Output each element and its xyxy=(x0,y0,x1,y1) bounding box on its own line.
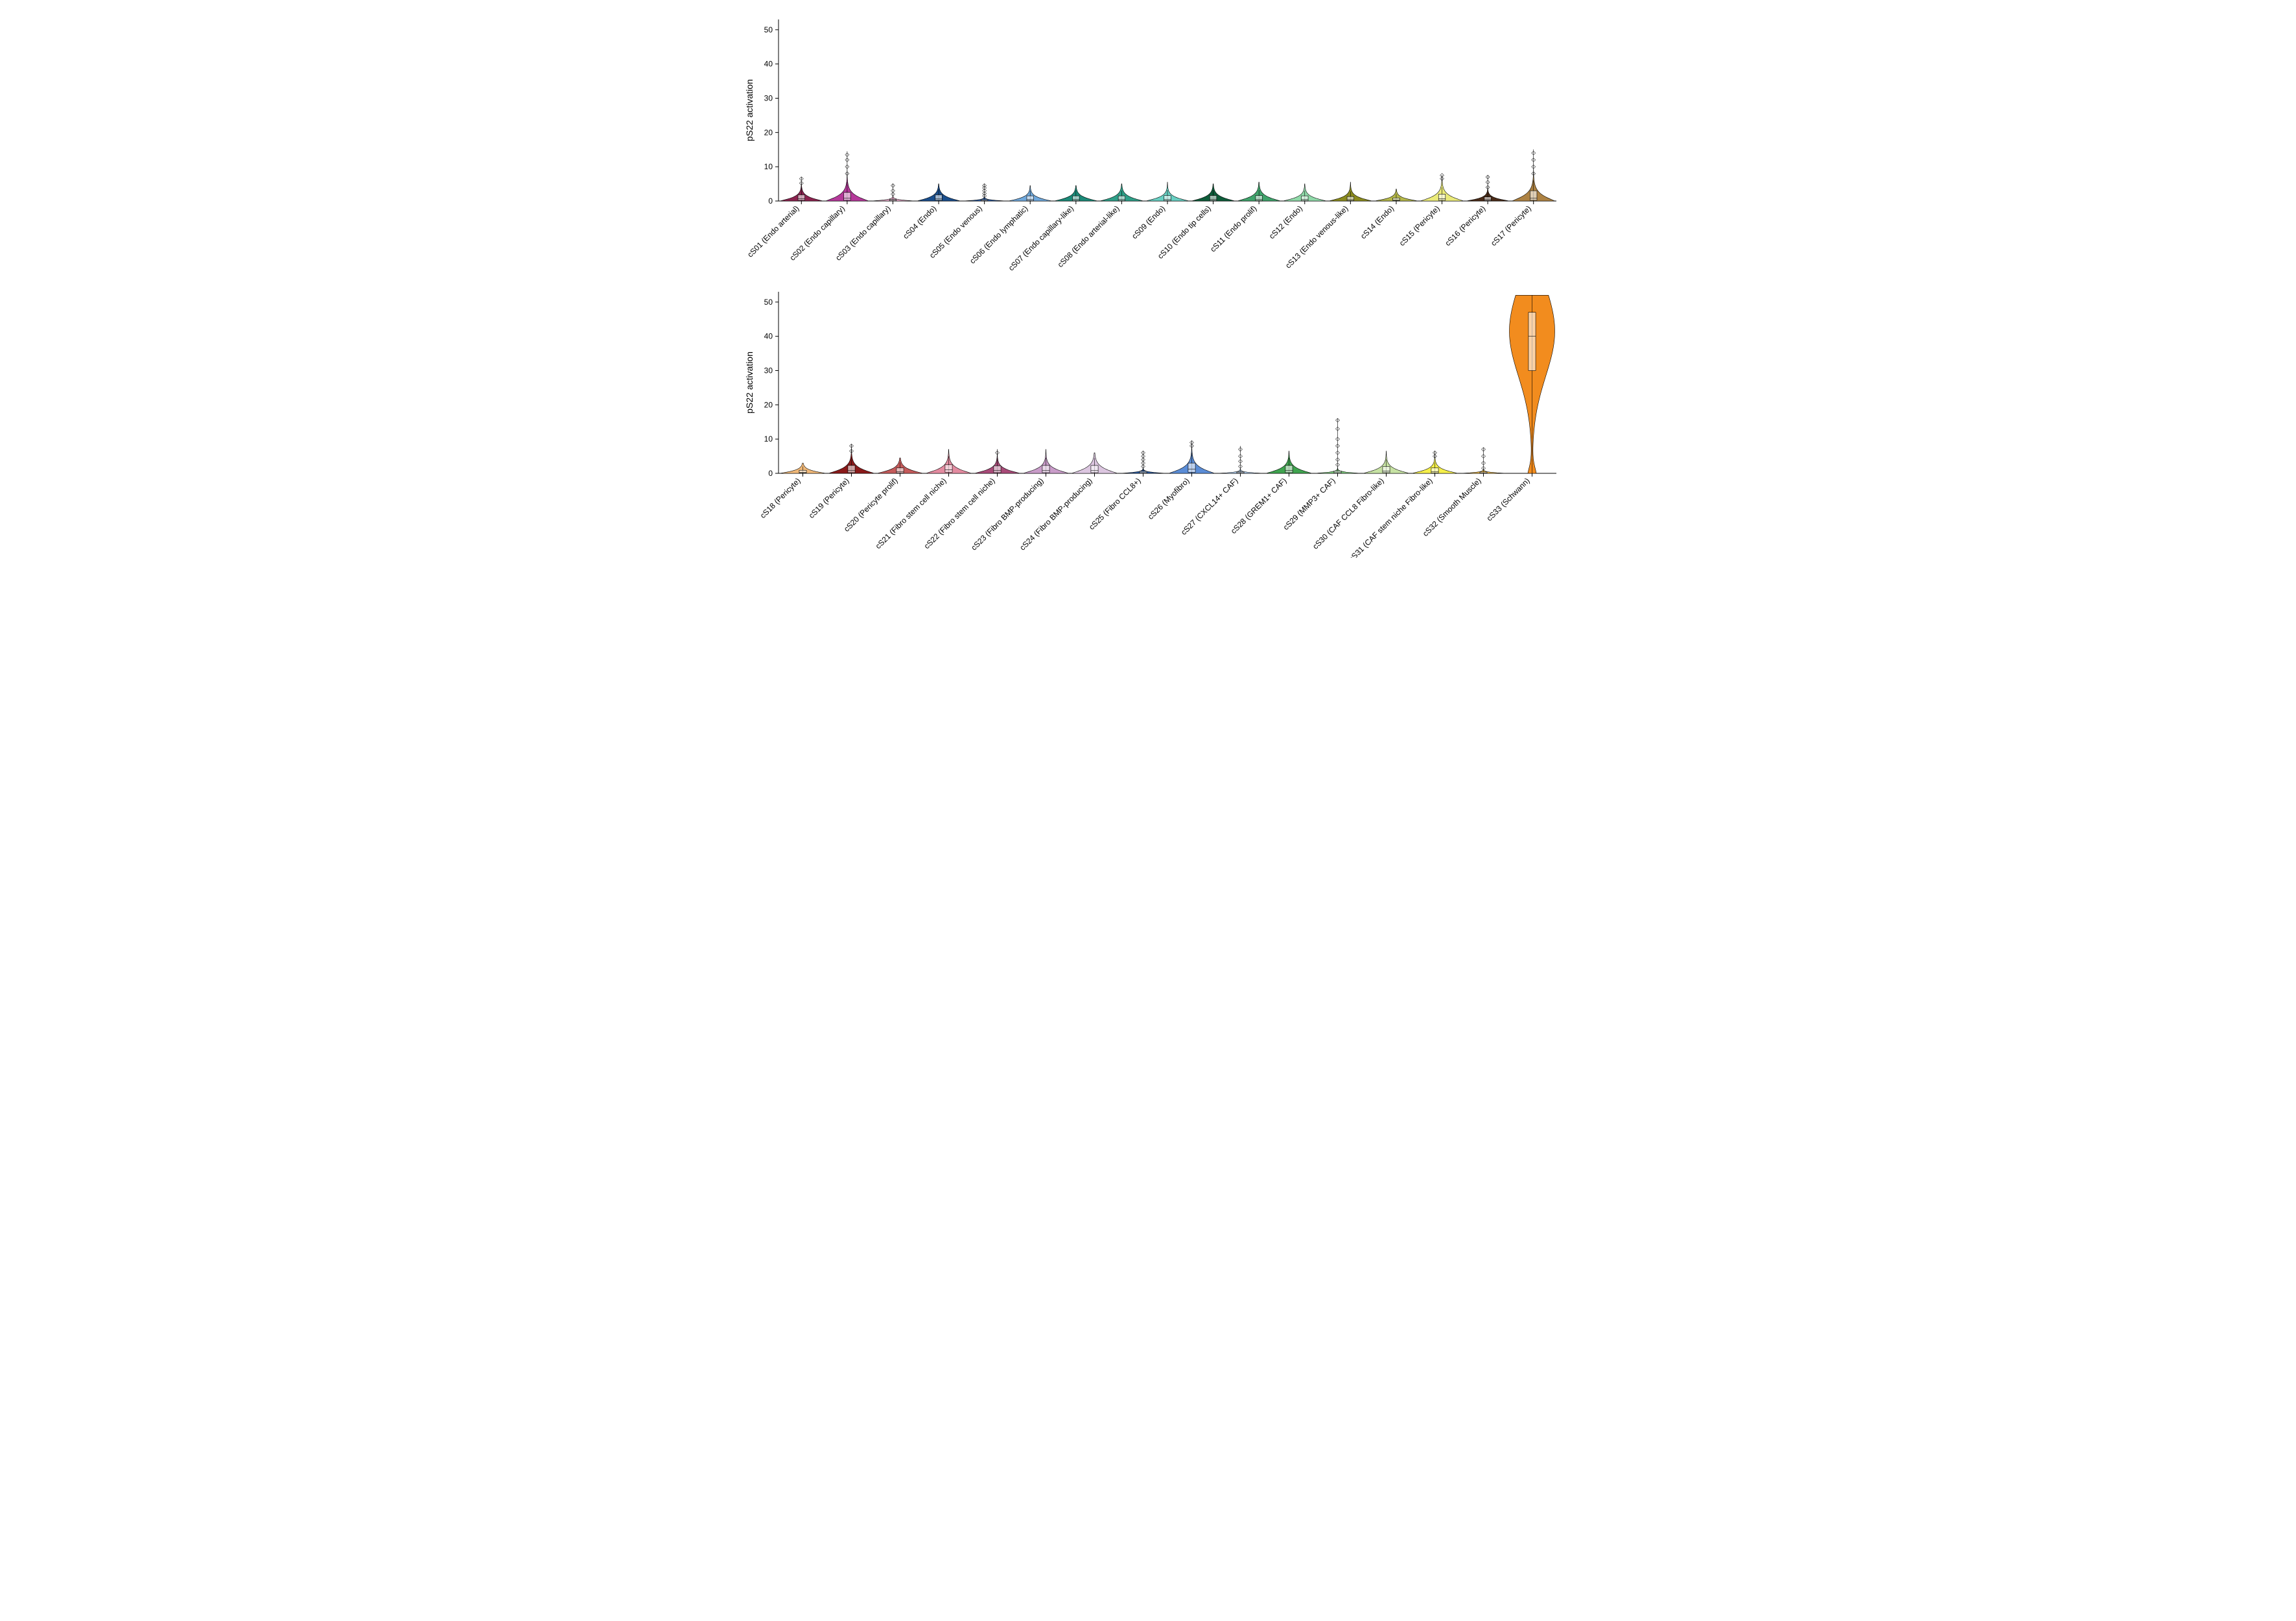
boxplot-box xyxy=(1285,466,1293,473)
panel1-svg: 0 10 20 30 40 50 pS22 activation cS01 (Endo art… xyxy=(740,13,1569,285)
x-category-label: cS28 (GREM1+ CAF) xyxy=(1229,476,1289,536)
violin-panel1-10: cS11 (Endo prolif) xyxy=(1208,182,1280,254)
x-category-label: cS20 (Pericyte prolif) xyxy=(842,476,900,534)
ytick-label: 50 xyxy=(764,298,773,307)
ytick-label: 10 xyxy=(764,162,773,171)
violin-panel2-12: cS30 (CAF CCL8 Fibro-like) xyxy=(1311,451,1409,551)
x-category-label: cS33 (Schwann) xyxy=(1484,476,1531,523)
figure: 0 10 20 30 40 50 pS22 activation cS01 (Endo art… xyxy=(733,0,1563,564)
ytick-label: 10 xyxy=(764,434,773,444)
x-category-label: cS19 (Pericyte) xyxy=(807,476,851,520)
boxplot-box xyxy=(1484,197,1492,201)
violin-panel2-5: cS23 (Fibro BMP-producing) xyxy=(969,449,1068,552)
violin-panel2-3: cS21 (Fibro stem cell niche) xyxy=(874,449,972,550)
x-category-label: cS09 (Endo) xyxy=(1130,204,1167,241)
x-category-label: cS14 (Endo) xyxy=(1359,204,1396,241)
boxplot-box xyxy=(1073,196,1080,200)
boxplot-box xyxy=(844,193,851,200)
boxplot-box xyxy=(1347,196,1354,200)
ytick-label: 20 xyxy=(764,400,773,409)
x-category-label: cS15 (Pericyte) xyxy=(1398,204,1442,248)
boxplot-box xyxy=(1256,196,1263,201)
panel-top: 0 10 20 30 40 50 pS22 activation cS01 (Endo art… xyxy=(740,13,1556,285)
boxplot-box xyxy=(1042,466,1049,473)
ytick-label: 40 xyxy=(764,332,773,341)
boxplot-box xyxy=(896,468,904,473)
violin-panel2-6: cS24 (Fibro BMP-producing) xyxy=(1018,453,1117,552)
x-category-label: cS12 (Endo) xyxy=(1267,204,1304,241)
violin-panel2-10: cS28 (GREM1+ CAF) xyxy=(1229,451,1312,536)
boxplot-box xyxy=(994,466,1001,473)
boxplot-box xyxy=(1393,198,1400,200)
y-axis-label: pS22 activation xyxy=(744,351,755,414)
boxplot-box xyxy=(1210,196,1217,201)
x-category-label: cS11 (Endo prolif) xyxy=(1208,204,1258,254)
boxplot-box xyxy=(1431,468,1438,473)
boxplot-box xyxy=(798,195,805,200)
ytick-label: 30 xyxy=(764,94,773,103)
boxplot-box xyxy=(799,470,806,473)
ytick-label: 0 xyxy=(768,196,773,206)
x-category-label: cS04 (Endo) xyxy=(901,204,938,241)
x-category-label: cS26 (Myofibro) xyxy=(1146,476,1191,521)
axes: 0 10 20 30 40 50 pS22 activation xyxy=(744,292,1556,478)
boxplot-box xyxy=(1118,196,1125,200)
panel-bottom: 0 10 20 30 40 50 pS22 activation cS18 (Pericyte… xyxy=(740,285,1556,558)
axes: 0 10 20 30 40 50 pS22 activation xyxy=(744,19,1556,206)
boxplot-box xyxy=(935,195,943,200)
boxplot-box xyxy=(1027,196,1034,200)
ytick-label: 50 xyxy=(764,25,773,34)
violin-panel1-5: cS06 (Endo lymphatic) xyxy=(968,185,1051,265)
violin-panel2-14: cS32 (Smooth Muscle) xyxy=(1421,447,1506,538)
boxplot-box xyxy=(1529,313,1536,371)
boxplot-box xyxy=(848,466,855,473)
boxplot-box xyxy=(1383,466,1390,473)
boxplot-box xyxy=(1438,194,1446,200)
ytick-label: 20 xyxy=(764,128,773,137)
boxplot-box xyxy=(1530,191,1537,200)
violin-panel2-4: cS22 (Fibro stem cell niche) xyxy=(922,449,1020,550)
x-category-label: cS17 (Pericyte) xyxy=(1489,204,1533,248)
boxplot-box xyxy=(1140,471,1147,473)
x-category-label: cS29 (MMP3+ CAF) xyxy=(1282,476,1337,532)
x-category-label: cS31 (CAF stem niche Fibro-like) xyxy=(1347,476,1435,558)
violin-panel1-0: cS01 (Endo arterial) xyxy=(745,177,823,259)
boxplot-box xyxy=(945,465,952,473)
boxplot-box xyxy=(1188,463,1195,472)
violin-panel2-15: cS33 (Schwann) xyxy=(1484,295,1554,523)
boxplot-box xyxy=(1164,196,1171,201)
y-axis-label: pS22 activation xyxy=(744,79,755,141)
violin-panel1-12: cS13 (Endo venous-like) xyxy=(1283,182,1372,270)
ytick-label: 0 xyxy=(768,469,773,478)
ytick-label: 30 xyxy=(764,366,773,375)
boxplot-box xyxy=(1334,471,1341,473)
x-category-label: cS18 (Pericyte) xyxy=(758,476,802,520)
x-category-label: cS16 (Pericyte) xyxy=(1443,204,1487,248)
boxplot-box xyxy=(1091,466,1098,473)
panel2-svg: 0 10 20 30 40 50 pS22 activation cS18 (Pericyte… xyxy=(740,285,1569,558)
x-category-label: cS25 (Fibro CCL8+) xyxy=(1087,476,1143,532)
boxplot-box xyxy=(1301,196,1308,200)
ytick-label: 40 xyxy=(764,60,773,69)
